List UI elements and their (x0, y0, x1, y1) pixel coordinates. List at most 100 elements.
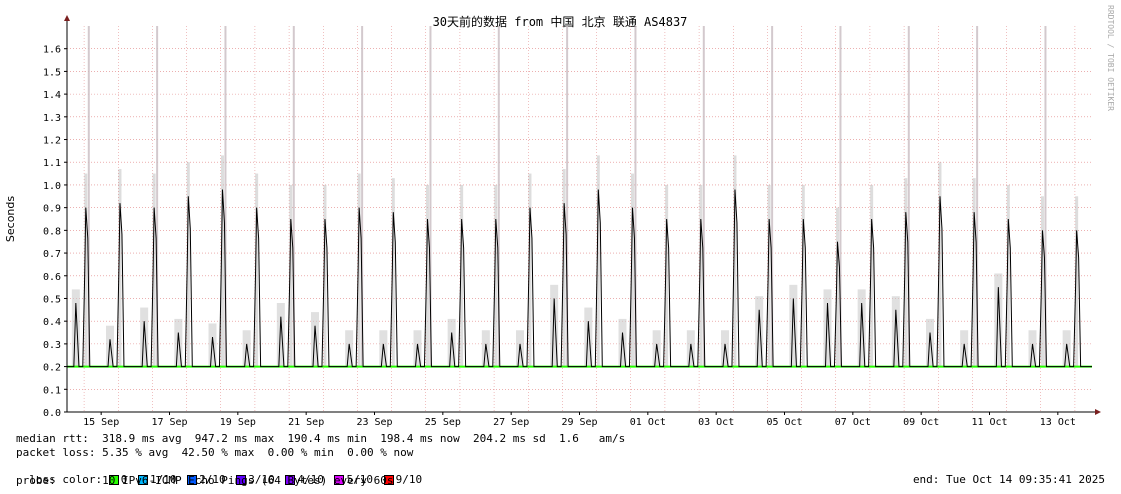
smoke-band (767, 184, 771, 367)
loss-color-swatch (187, 474, 198, 485)
smoke-band (174, 318, 183, 367)
probe-info: probe: 10 IPv6-ICMP Echo Pings (64 Bytes… (16, 474, 394, 487)
grid (67, 26, 1092, 412)
loss-color-item: 0 (102, 473, 127, 486)
spike-band (702, 26, 705, 367)
spike-band (907, 26, 910, 367)
loss-color-item: 9/10 (377, 473, 422, 486)
y-tick-label: 1.5 (43, 67, 61, 78)
y-tick-label: 0.5 (43, 294, 61, 305)
loss-color-label-text: 4/10 (297, 473, 324, 486)
y-tick-label: 1.4 (43, 90, 61, 101)
x-tick-label: 25 Sep (425, 417, 461, 428)
rrdtool-watermark: RRDTOOL / TOBI OETIKER (1106, 5, 1115, 111)
spike-band (156, 26, 159, 367)
y-tick-label: 0.0 (43, 408, 61, 419)
x-tick-label: 21 Sep (288, 417, 324, 428)
loss-color-label-text: 3/10 (248, 473, 275, 486)
smoke-band (926, 318, 934, 367)
x-tick-label: 23 Sep (356, 417, 392, 428)
smoke-band (596, 155, 600, 367)
spike-band (1044, 26, 1047, 367)
smoke-band (699, 184, 703, 367)
y-tick-label: 0.6 (43, 272, 61, 283)
loss-color-swatch (334, 474, 345, 485)
loss-color-label-text: 1/10 (149, 473, 177, 486)
loss-color-label: loss color: (29, 473, 103, 486)
smoke-band (186, 162, 190, 367)
loss-color-label-text: 9/10 (395, 473, 423, 486)
smoke-band (118, 169, 122, 367)
spike-band (976, 26, 979, 367)
smoke-band (665, 184, 669, 367)
x-tick-label: 17 Sep (151, 417, 187, 428)
smoke-band (255, 173, 259, 367)
smoke-band (904, 178, 908, 367)
smoke-band (857, 289, 866, 367)
loss-color-label-text: 2/10 (199, 473, 226, 486)
smoke-band (220, 155, 224, 367)
loss-color-item: 4/10 (279, 473, 324, 486)
loss-color-item: 5/10 (328, 473, 373, 486)
smoke-band (994, 273, 1003, 367)
smoke-band (425, 184, 429, 367)
smoke-band (447, 318, 456, 367)
smoke-band (630, 173, 634, 367)
spike-band (361, 26, 364, 367)
y-axis-label: Seconds (4, 196, 17, 242)
spike-band (224, 26, 227, 367)
smoke-band (938, 162, 942, 367)
smoke-band (494, 184, 498, 367)
x-tick-label: 13 Oct (1040, 417, 1076, 428)
y-tick-label: 0.3 (43, 340, 61, 351)
smoke-band (357, 173, 361, 367)
loss-color-swatch (383, 474, 394, 485)
x-tick-label: 15 Sep (83, 417, 119, 428)
loss-color-swatch (108, 474, 119, 485)
y-tick-label: 0.7 (43, 249, 61, 260)
x-axis-arrow (1095, 409, 1101, 415)
smoke-band (550, 284, 559, 367)
smoke-band (84, 173, 88, 367)
smoke-band (823, 289, 832, 367)
packet-loss-stats: packet loss: 5.35 % avg 42.50 % max 0.00… (16, 446, 414, 459)
x-tick-label: 05 Oct (766, 417, 802, 428)
spike-band (771, 26, 774, 367)
median-rtt-stats: median rtt: 318.9 ms avg 947.2 ms max 19… (16, 432, 626, 445)
smoke-band (71, 289, 80, 367)
smoke-band (323, 184, 327, 367)
loss-color-swatch (236, 474, 247, 485)
x-tick-label: 07 Oct (835, 417, 871, 428)
y-tick-label: 1.1 (43, 158, 61, 169)
smoke-band (1006, 184, 1010, 367)
y-tick-labels: 0.0 0.1 0.2 0.3 0.4 0.5 0.6 0.7 0.8 0.9 1.0 1.1 1.2 1… (43, 45, 67, 419)
loss-color-legend: loss color: 0 1/10 2/10 3/10 4/10 5/10 9… (16, 460, 426, 486)
loss-color-item: 2/10 (180, 473, 226, 486)
y-tick-label: 1.2 (43, 136, 61, 147)
x-tick-label: 01 Oct (630, 417, 666, 428)
smoke-band (891, 296, 900, 367)
median-line (67, 189, 1092, 368)
y-axis-arrow (64, 15, 70, 21)
loss-color-label-text: 5/10 (346, 473, 373, 486)
smoke-band (1040, 196, 1044, 367)
x-tick-labels: 15 Sep 17 Sep 19 Sep 21 Sep 23 Sep 25 Sep 27 S… (83, 412, 1076, 428)
smoke-band (870, 184, 874, 367)
spike-band (87, 26, 90, 367)
y-tick-label: 0.8 (43, 226, 61, 237)
y-tick-label: 0.4 (43, 317, 61, 328)
loss-color-swatch (137, 474, 148, 485)
x-tick-label: 09 Oct (903, 417, 939, 428)
loss-color-item: 3/10 (230, 473, 275, 486)
smoke-band (276, 303, 285, 367)
x-tick-label: 19 Sep (220, 417, 256, 428)
y-tick-label: 0.2 (43, 363, 61, 374)
smoke-band (460, 184, 464, 367)
smoke-band (208, 323, 217, 367)
x-tick-label: 03 Oct (698, 417, 734, 428)
axes (64, 15, 1101, 415)
smoke-band (289, 184, 293, 367)
smoke-band (391, 178, 395, 367)
median-rtt-line (67, 189, 1092, 368)
x-tick-label: 27 Sep (493, 417, 529, 428)
